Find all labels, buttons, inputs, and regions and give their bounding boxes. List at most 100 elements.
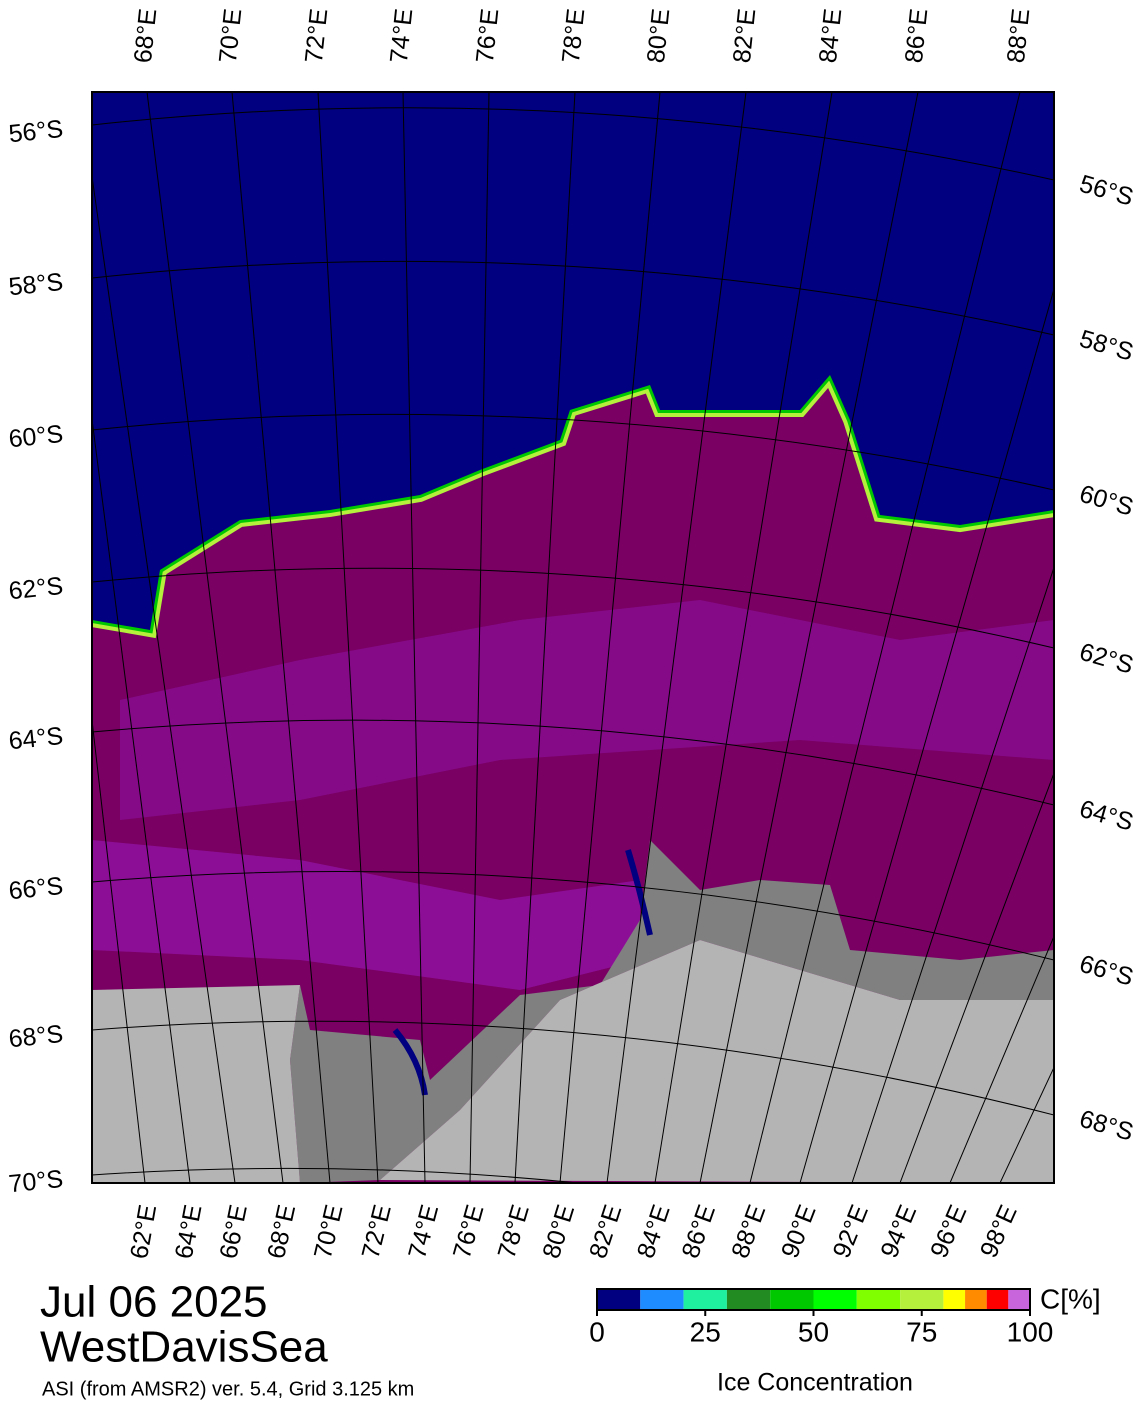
ice-variation xyxy=(120,600,1054,820)
top-lon-label: 70°E xyxy=(214,7,248,64)
right-lat-label: 68°S xyxy=(1076,1105,1136,1147)
left-lat-label: 60°S xyxy=(7,420,64,454)
left-lat-label: 62°S xyxy=(7,572,64,606)
top-lon-label: 80°E xyxy=(642,7,676,64)
ice-shelf xyxy=(290,840,1054,1183)
bottom-lon-label: 80°E xyxy=(537,1201,580,1261)
bottom-lon-label: 84°E xyxy=(632,1201,676,1262)
meridian xyxy=(317,92,379,1183)
bottom-lon-label: 74°E xyxy=(403,1202,444,1262)
parallel xyxy=(92,871,1054,961)
map-frame xyxy=(91,91,1055,1184)
bottom-lon-label: 88°E xyxy=(726,1201,771,1262)
meridian xyxy=(231,92,331,1183)
top-lon-label: 72°E xyxy=(300,7,334,64)
colorbar-segment xyxy=(813,1289,857,1310)
bottom-lon-label: 66°E xyxy=(214,1202,252,1261)
bottom-lon-label: 82°E xyxy=(584,1201,627,1261)
meridian xyxy=(949,935,1054,1183)
right-lat-label: 58°S xyxy=(1076,325,1136,367)
colorbar-label: Ice Concentration xyxy=(717,1369,913,1397)
left-lat-label: 66°S xyxy=(7,872,64,906)
colorbar-tick-label: 50 xyxy=(798,1316,829,1347)
bottom-lon-label: 68°E xyxy=(262,1202,301,1261)
right-lat-label: 66°S xyxy=(1076,950,1136,992)
source: ASI (from AMSR2) ver. 5.4, Grid 3.125 km xyxy=(42,1378,414,1400)
bottom-lon-label: 92°E xyxy=(828,1201,874,1262)
colorbar-segment xyxy=(986,1289,1009,1310)
land xyxy=(92,940,1054,1183)
right-lat-label: 56°S xyxy=(1076,170,1136,212)
meridian xyxy=(749,92,1021,1183)
colorbar-segment xyxy=(726,1289,771,1310)
left-lat-label: 56°S xyxy=(7,115,64,149)
meridian xyxy=(92,415,191,1183)
colorbar-segment xyxy=(965,1289,987,1310)
meridian xyxy=(559,92,661,1183)
colorbar-segment xyxy=(683,1289,727,1310)
colorbar-tick-label: 0 xyxy=(589,1316,605,1347)
parallel xyxy=(92,107,1054,181)
colorbar-segment xyxy=(900,1289,944,1310)
colorbar-tick-label: 25 xyxy=(690,1316,721,1347)
top-lon-label: 74°E xyxy=(385,7,419,64)
top-lon-label: 82°E xyxy=(728,7,762,64)
meridian xyxy=(699,92,919,1183)
top-lon-label: 78°E xyxy=(557,7,591,64)
map-area xyxy=(92,92,1054,1183)
meridian xyxy=(146,92,284,1183)
bottom-lon-label: 72°E xyxy=(356,1202,396,1262)
meridian xyxy=(799,287,1054,1183)
right-lat-label: 60°S xyxy=(1076,480,1136,522)
right-lat-label: 62°S xyxy=(1076,638,1136,680)
colorbar-segment xyxy=(640,1289,684,1310)
bottom-lon-label: 86°E xyxy=(676,1201,721,1262)
bottom-lon-label: 76°E xyxy=(448,1202,490,1262)
meridian xyxy=(851,565,1054,1183)
top-lon-label: 76°E xyxy=(471,7,505,64)
ice-variation xyxy=(92,840,640,990)
date: Jul 06 2025 xyxy=(40,1278,268,1327)
left-lat-label: 64°S xyxy=(7,722,64,756)
meridian xyxy=(92,172,236,1183)
open-ocean xyxy=(92,92,1054,630)
meridian xyxy=(899,771,1054,1183)
bottom-lon-label: 64°E xyxy=(170,1202,208,1261)
polynya xyxy=(392,1028,428,1096)
meridian xyxy=(606,92,747,1183)
colorbar-unit: C[%] xyxy=(1040,1283,1101,1314)
top-lon-label: 86°E xyxy=(900,7,934,64)
colorbar-tick-label: 100 xyxy=(1007,1316,1054,1347)
colorbar-segment xyxy=(943,1289,966,1310)
bottom-lon-label: 90°E xyxy=(776,1201,822,1262)
meridian xyxy=(402,92,426,1183)
top-lon-label: 68°E xyxy=(129,7,163,64)
meridian xyxy=(514,92,576,1183)
graticule xyxy=(92,92,1054,1183)
right-lat-label: 64°S xyxy=(1076,795,1136,837)
left-lat-label: 58°S xyxy=(7,268,64,302)
colorbar-segment xyxy=(1008,1289,1030,1310)
meridian xyxy=(654,92,833,1183)
parallel xyxy=(92,1020,1054,1116)
colorbar: 0 25 50 75 100 xyxy=(589,1288,1054,1347)
top-lon-label: 88°E xyxy=(1002,7,1036,64)
colorbar-segment xyxy=(856,1289,901,1310)
parallel xyxy=(92,260,1054,336)
parallel xyxy=(92,567,1054,649)
colorbar-segment xyxy=(597,1289,641,1310)
bottom-lon-label: 78°E xyxy=(493,1202,535,1262)
bottom-lon-label: 94°E xyxy=(875,1201,922,1262)
parallel xyxy=(92,413,1054,491)
meridian xyxy=(92,716,146,1183)
parallel xyxy=(92,719,1054,806)
polynya xyxy=(625,849,653,936)
bottom-lon-label: 70°E xyxy=(309,1202,349,1261)
bottom-lon-label: 96°E xyxy=(925,1201,972,1262)
left-lat-label: 68°S xyxy=(7,1020,64,1054)
bottom-lon-label: 62°E xyxy=(125,1202,162,1261)
meridian xyxy=(469,92,490,1183)
region: WestDavisSea xyxy=(40,1323,328,1372)
top-lon-label: 84°E xyxy=(814,7,848,64)
